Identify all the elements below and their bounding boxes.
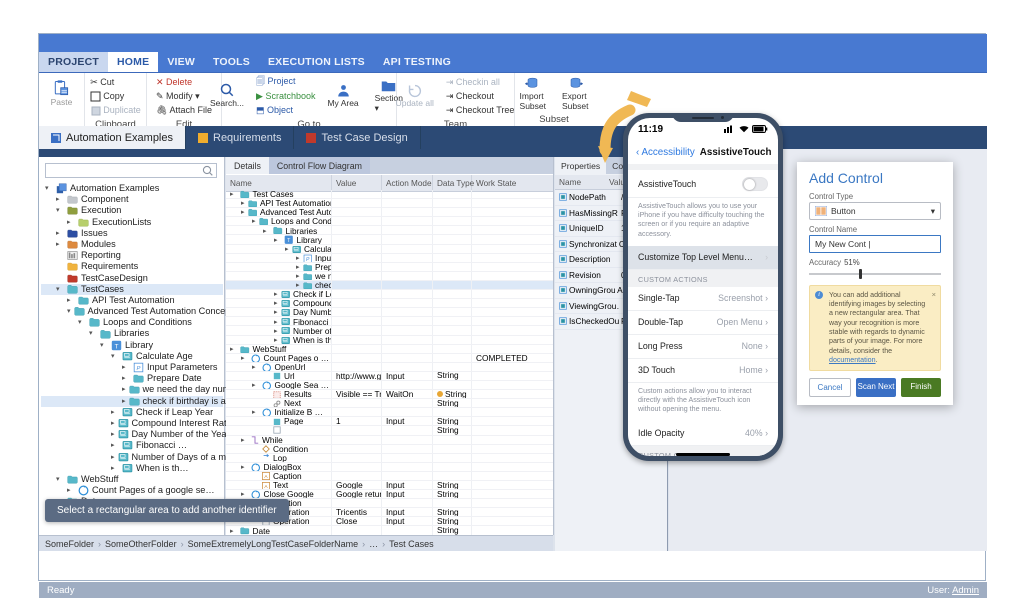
svg-text:P: P (306, 257, 310, 262)
svg-text:P: P (137, 366, 141, 372)
svg-text:T: T (115, 343, 119, 350)
